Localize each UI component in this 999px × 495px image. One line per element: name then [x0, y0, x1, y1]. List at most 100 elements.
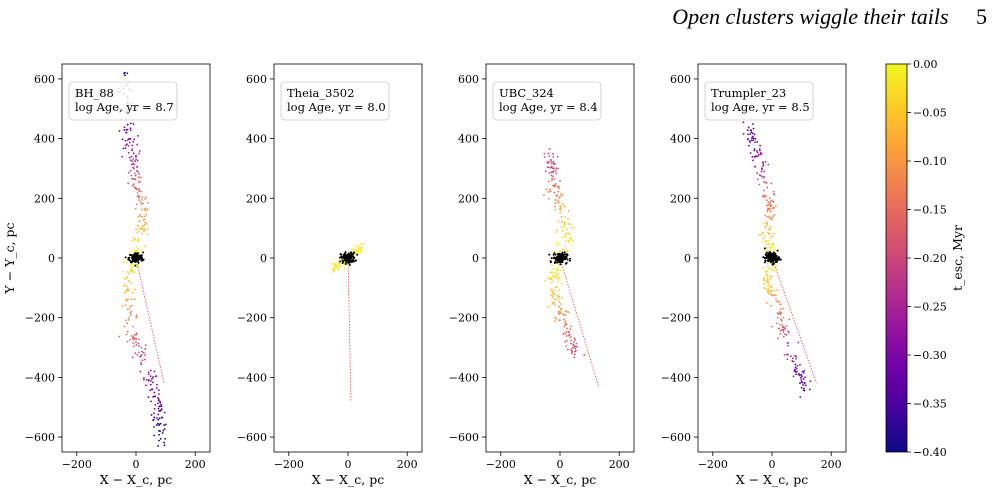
tail-star-trailing: [770, 285, 773, 287]
tail-star-leading: [140, 203, 143, 205]
tail-star-trailing: [559, 310, 562, 313]
tail-star-leading: [763, 195, 766, 198]
tail-star-leading: [124, 74, 126, 77]
tail-star-leading: [127, 145, 130, 147]
tail-star-trailing: [121, 305, 124, 307]
tail-star-leading: [123, 126, 126, 129]
tail-star-leading: [568, 223, 570, 225]
tail-star-leading: [348, 250, 351, 253]
core-star: [549, 261, 552, 264]
tail-star-leading: [563, 205, 566, 208]
core-star: [565, 256, 568, 259]
tail-star-trailing: [801, 370, 804, 373]
tail-star-trailing: [570, 325, 572, 328]
tail-star-trailing: [782, 335, 785, 338]
tail-star-leading: [143, 218, 146, 221]
tail-star-leading: [769, 200, 772, 203]
tail-star-trailing: [564, 320, 567, 322]
tail-star-trailing: [157, 389, 160, 391]
tail-star-trailing: [138, 351, 140, 354]
tail-star-trailing: [802, 384, 804, 386]
tail-star-trailing: [547, 306, 550, 308]
tail-star-trailing: [125, 298, 128, 301]
tail-star-leading: [748, 144, 750, 147]
tidal-direction-line: [559, 257, 599, 387]
tail-star-leading: [127, 151, 130, 154]
tail-star-trailing: [125, 319, 128, 322]
tail-star-trailing: [157, 398, 160, 401]
core-star: [124, 256, 127, 259]
tail-star-trailing: [130, 282, 133, 284]
colorbar-label: t_esc, Myr: [950, 225, 965, 291]
tail-star-leading: [754, 137, 757, 140]
tail-star-leading: [555, 241, 558, 243]
tail-star-trailing: [554, 316, 556, 319]
tail-star-trailing: [558, 301, 561, 303]
tail-star-trailing: [160, 416, 163, 419]
tail-star-leading: [143, 215, 146, 218]
tail-star-leading: [133, 172, 136, 175]
tail-star-trailing: [562, 332, 565, 335]
tail-star-leading: [135, 228, 137, 231]
tail-star-leading: [145, 213, 148, 216]
core-star: [770, 252, 773, 255]
tail-star-trailing: [135, 263, 138, 266]
tail-star-leading: [557, 242, 560, 245]
tail-star-leading: [137, 170, 139, 173]
x-axis-label: X − X_c, pc: [312, 472, 384, 487]
tail-star-trailing: [770, 289, 773, 291]
y-tick-label: −200: [237, 312, 267, 325]
tail-star-leading: [134, 207, 137, 210]
core-star: [128, 256, 131, 259]
tail-star-leading: [139, 180, 141, 183]
core-star: [550, 257, 553, 260]
tail-star-leading: [773, 206, 776, 209]
tail-star-leading: [141, 196, 144, 199]
tail-star-leading: [547, 152, 550, 155]
tail-star-leading: [135, 203, 138, 206]
tail-star-trailing: [563, 318, 565, 321]
tail-star-trailing: [770, 325, 773, 328]
tail-star-leading: [547, 180, 550, 183]
tail-star-leading: [753, 155, 756, 158]
tail-star-leading: [554, 208, 557, 211]
tail-star-trailing: [133, 298, 136, 300]
tail-star-trailing: [158, 409, 160, 412]
tail-star-leading: [553, 191, 556, 194]
y-tick-label: 400: [246, 133, 267, 146]
tail-star-trailing: [161, 431, 164, 434]
tail-star-trailing: [163, 424, 166, 427]
core-star: [347, 258, 350, 261]
tail-star-leading: [128, 141, 131, 144]
tail-star-leading: [131, 177, 133, 180]
tail-star-trailing: [796, 370, 799, 373]
tail-star-trailing: [158, 405, 161, 408]
tail-star-trailing: [559, 269, 562, 272]
tail-star-trailing: [155, 375, 158, 377]
x-tick-label: −200: [486, 458, 516, 471]
tail-star-trailing: [564, 340, 567, 343]
tail-star-leading: [750, 137, 753, 139]
tail-star-leading: [757, 155, 759, 158]
tail-star-leading: [759, 151, 762, 154]
tail-star-leading: [750, 139, 753, 142]
tail-star-leading: [749, 152, 752, 154]
tail-star-leading: [758, 153, 760, 156]
tail-star-trailing: [123, 325, 126, 328]
core-star: [341, 262, 344, 265]
tail-star-leading: [762, 222, 765, 225]
tail-star-trailing: [788, 331, 790, 334]
tail-star-leading: [122, 147, 125, 150]
tail-star-trailing: [809, 380, 812, 382]
y-tick-label: 600: [34, 73, 55, 86]
tail-star-leading: [131, 163, 133, 166]
tail-star-trailing: [332, 268, 335, 271]
tail-star-leading: [549, 158, 552, 161]
tail-star-trailing: [795, 367, 798, 370]
core-star: [340, 253, 343, 256]
core-star: [769, 259, 772, 262]
tail-star-leading: [359, 251, 362, 254]
tail-star-leading: [759, 144, 761, 147]
tail-star-trailing: [549, 277, 552, 280]
tail-star-leading: [760, 170, 763, 173]
